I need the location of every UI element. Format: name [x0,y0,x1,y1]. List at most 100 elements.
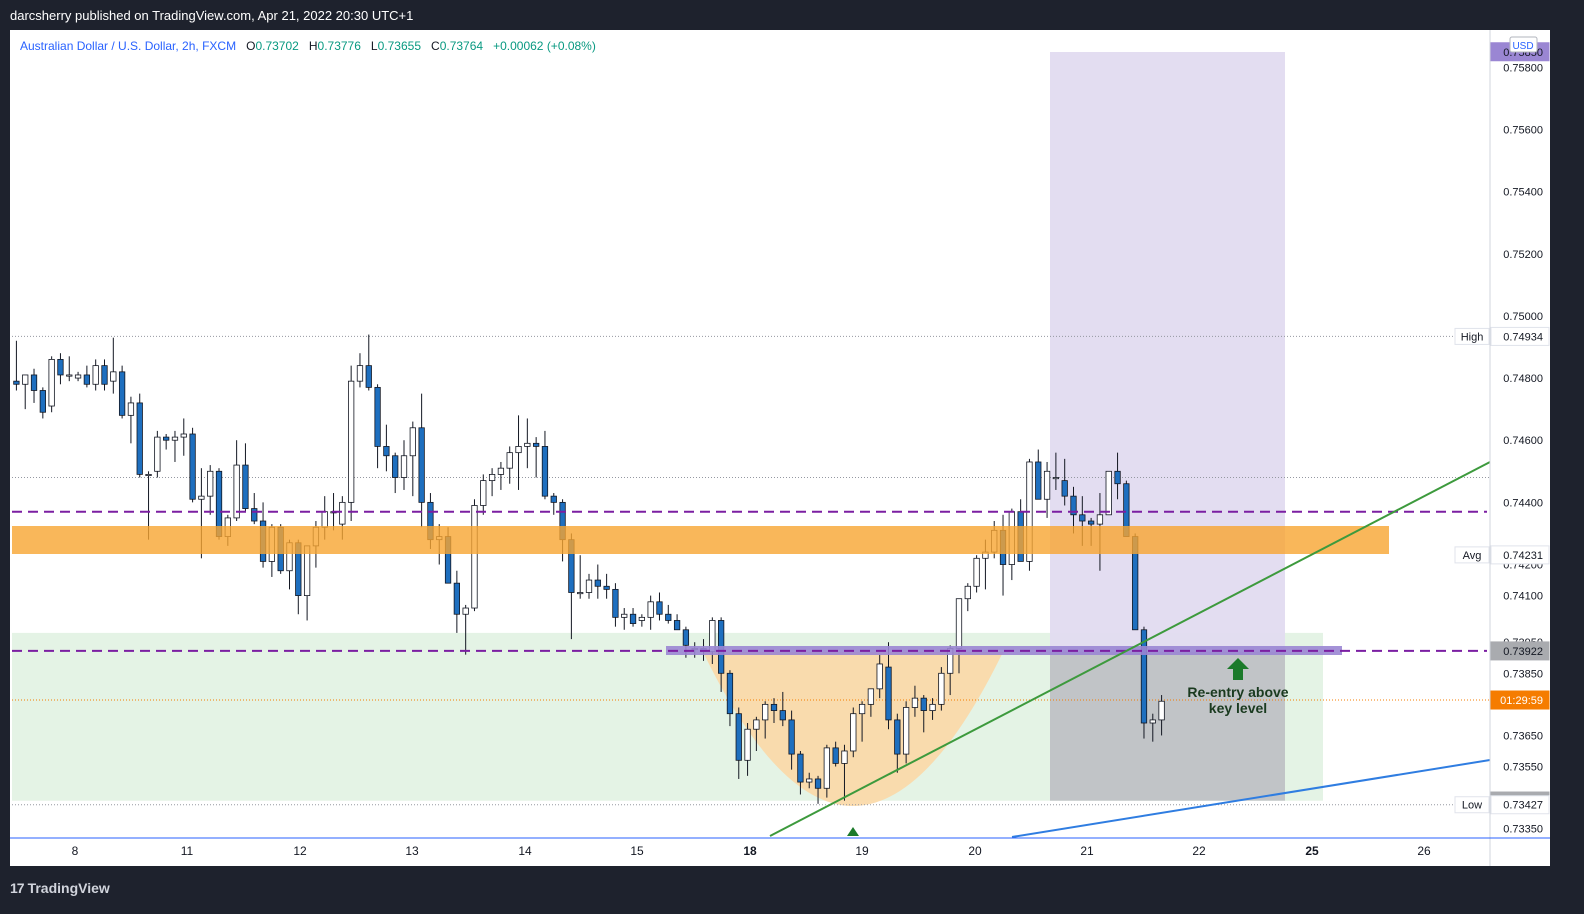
candle-body[interactable] [1105,470,1112,516]
candle-body[interactable] [788,719,795,755]
candle-body[interactable] [83,374,91,385]
candle-body[interactable] [603,585,610,590]
candle-body[interactable] [753,719,760,730]
candle-body[interactable] [779,710,786,721]
candle-body[interactable] [902,707,910,755]
candle-body[interactable] [136,402,143,475]
candle-body[interactable] [964,585,971,600]
candle-body[interactable] [1035,461,1042,500]
candle-body[interactable] [726,672,734,715]
tradingview-logo[interactable]: 17 TradingView [10,880,110,896]
candle-body[interactable] [1079,514,1086,522]
candle-body[interactable] [673,620,681,631]
candle-body[interactable] [665,613,672,621]
candle-body[interactable] [66,374,73,377]
candle-body[interactable] [92,365,99,385]
candle-body[interactable] [497,467,505,475]
candle-body[interactable] [471,505,478,609]
candle-body[interactable] [806,778,813,783]
candle-body[interactable] [656,601,663,615]
candle-body[interactable] [1087,520,1095,525]
candle-body[interactable] [374,386,381,447]
candle-body[interactable] [1043,470,1051,500]
candle-body[interactable] [180,433,187,438]
candle-body[interactable] [198,495,205,500]
candle-body[interactable] [39,390,46,413]
candle-body[interactable] [621,613,628,618]
candle-body[interactable] [1052,477,1060,480]
target-box[interactable] [1050,52,1285,652]
candle-body[interactable] [488,473,496,482]
candle-body[interactable] [57,359,64,376]
candle-body[interactable] [814,778,822,789]
candle-body[interactable] [841,750,848,764]
candle-body[interactable] [339,501,346,525]
candle-body[interactable] [145,473,152,476]
candle-body[interactable] [400,455,408,478]
candle-body[interactable] [911,697,919,708]
candle-body[interactable] [770,703,778,711]
candle-body[interactable] [955,598,963,649]
candle-body[interactable] [74,374,82,379]
candle-body[interactable] [383,446,390,457]
candle-body[interactable] [550,495,557,503]
candle-body[interactable] [797,753,804,783]
candle-body[interactable] [453,582,460,615]
currency-badge[interactable] [1509,36,1538,53]
candle-body[interactable] [1140,629,1148,724]
trendline-blue[interactable] [1011,759,1491,838]
candle-body[interactable] [1149,719,1156,724]
candle-body[interactable] [515,446,522,454]
candle-body[interactable] [894,719,901,755]
candle-body[interactable] [506,452,513,469]
candle-body[interactable] [744,728,751,761]
candle-body[interactable] [823,747,830,789]
candle-body[interactable] [638,616,645,621]
candle-body[interactable] [735,713,742,761]
candle-body[interactable] [171,436,179,441]
symbol-name[interactable]: Australian Dollar / U.S. Dollar, 2h, FXC… [20,39,237,53]
candle-body[interactable] [1070,495,1077,516]
candle-body[interactable] [585,579,593,593]
candle-body[interactable] [858,703,866,715]
candle-body[interactable] [612,588,619,618]
candle-body[interactable] [524,442,531,447]
candle-body[interactable] [101,365,108,385]
candle-body[interactable] [356,365,364,382]
candle-body[interactable] [110,371,117,382]
candle-body[interactable] [480,480,487,506]
candle-body[interactable] [348,380,355,503]
candle-body[interactable] [365,365,372,388]
candle-body[interactable] [251,508,258,522]
candle-body[interactable] [207,470,214,497]
candle-body[interactable] [154,436,161,472]
candle-body[interactable] [682,629,690,646]
candle-body[interactable] [22,374,29,385]
candle-body[interactable] [321,511,328,528]
candle-body[interactable] [1158,700,1165,721]
candle-body[interactable] [973,557,980,587]
candle-body[interactable] [876,663,883,690]
candle-body[interactable] [850,713,857,752]
candle-body[interactable] [30,374,38,391]
candle-body[interactable] [938,672,945,705]
candle-body[interactable] [577,592,584,595]
supply-zone[interactable] [12,526,1389,554]
candle-body[interactable] [409,427,416,457]
candle-body[interactable] [13,380,20,385]
candle-body[interactable] [647,601,654,618]
candle-body[interactable] [189,433,196,500]
candle-body[interactable] [462,607,469,615]
candle-body[interactable] [48,359,55,407]
candle-body[interactable] [1114,470,1121,485]
candle-body[interactable] [541,446,549,497]
candle-body[interactable] [867,688,875,705]
candle-body[interactable] [929,703,936,711]
stop-box[interactable] [1050,651,1285,801]
candle-body[interactable] [242,464,249,509]
candle-body[interactable] [418,427,425,503]
candle-body[interactable] [762,703,769,721]
candle-body[interactable] [1096,514,1104,525]
candle-body[interactable] [629,613,637,624]
